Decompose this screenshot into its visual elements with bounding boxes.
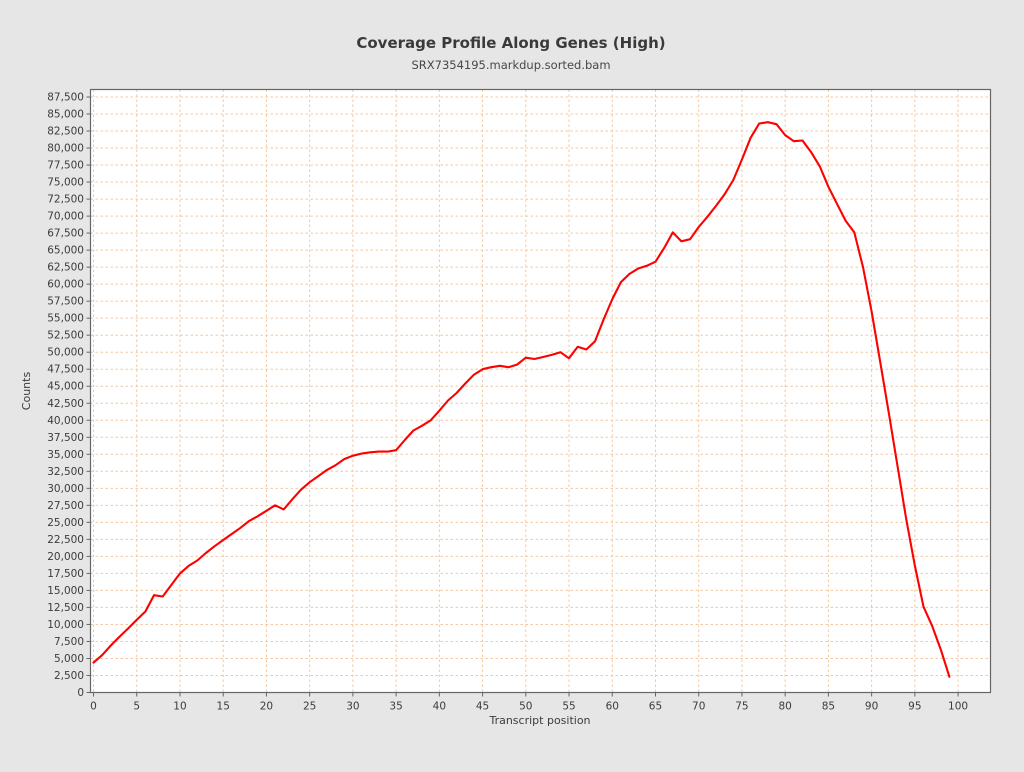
y-tick-label: 70,000 (47, 211, 84, 223)
x-tick-label: 90 (865, 701, 878, 713)
x-tick-label: 55 (562, 701, 575, 713)
chart-title: Coverage Profile Along Genes (High) (356, 34, 665, 52)
y-tick-label: 7,500 (54, 636, 84, 648)
y-tick-label: 52,500 (47, 330, 84, 342)
plot-frame (89, 88, 992, 694)
coverage-line (92, 121, 951, 678)
y-tick-label: 12,500 (47, 602, 84, 614)
x-tick-label: 5 (133, 701, 140, 713)
y-tick-label: 30,000 (47, 483, 84, 495)
x-tick-label: 45 (476, 701, 489, 713)
x-tick-label: 20 (260, 701, 273, 713)
x-axis-label: Transcript position (488, 714, 590, 727)
x-tick-label: 40 (433, 701, 446, 713)
x-tick-label: 95 (908, 701, 921, 713)
gridlines (90, 89, 991, 693)
y-tick-label: 72,500 (47, 194, 84, 206)
x-tick-label: 10 (173, 701, 186, 713)
y-tick-label: 0 (77, 687, 84, 699)
y-tick-label: 75,000 (47, 177, 84, 189)
y-tick-label: 55,000 (47, 313, 84, 325)
y-tick-label: 22,500 (47, 534, 84, 546)
x-tick-label: 0 (90, 701, 97, 713)
tick-labels: 0 2,500 5,000 7,500 10,000 12,500 15,000 17,500… (47, 91, 968, 712)
y-tick-label: 45,000 (47, 381, 84, 393)
y-tick-label: 85,000 (47, 109, 84, 121)
x-tick-label: 30 (346, 701, 359, 713)
y-tick-label: 77,500 (47, 160, 84, 172)
y-tick-label: 2,500 (54, 670, 84, 682)
y-tick-label: 15,000 (47, 585, 84, 597)
y-tick-label: 27,500 (47, 500, 84, 512)
y-tick-label: 82,500 (47, 126, 84, 138)
x-tick-label: 65 (649, 701, 662, 713)
y-tick-label: 57,500 (47, 296, 84, 308)
y-axis-label: Counts (20, 372, 33, 411)
y-tick-label: 42,500 (47, 398, 84, 410)
chart-subtitle: SRX7354195.markdup.sorted.bam (411, 58, 610, 72)
x-tick-label: 75 (735, 701, 748, 713)
y-tick-label: 35,000 (47, 449, 84, 461)
x-tick-label: 70 (692, 701, 705, 713)
x-tick-label: 25 (303, 701, 316, 713)
y-tick-label: 80,000 (47, 143, 84, 155)
y-tick-label: 10,000 (47, 619, 84, 631)
x-tick-label: 100 (948, 701, 968, 713)
y-tick-label: 37,500 (47, 432, 84, 444)
y-tick-label: 5,000 (54, 653, 84, 665)
x-tick-label: 35 (389, 701, 402, 713)
y-tick-label: 25,000 (47, 517, 84, 529)
y-tick-label: 60,000 (47, 279, 84, 291)
x-tick-label: 15 (217, 701, 230, 713)
y-tick-label: 40,000 (47, 415, 84, 427)
y-tick-label: 32,500 (47, 466, 84, 478)
y-tick-label: 62,500 (47, 262, 84, 274)
y-tick-label: 17,500 (47, 568, 84, 580)
y-tick-label: 65,000 (47, 245, 84, 257)
y-tick-label: 47,500 (47, 364, 84, 376)
y-tick-label: 67,500 (47, 228, 84, 240)
x-tick-label: 50 (519, 701, 532, 713)
y-tick-label: 20,000 (47, 551, 84, 563)
y-tick-label: 87,500 (47, 91, 84, 103)
x-tick-label: 85 (822, 701, 835, 713)
x-tick-label: 60 (606, 701, 619, 713)
y-tick-label: 50,000 (47, 347, 84, 359)
x-tick-label: 80 (778, 701, 791, 713)
plot-area (90, 89, 991, 693)
tick-marks (86, 96, 959, 697)
